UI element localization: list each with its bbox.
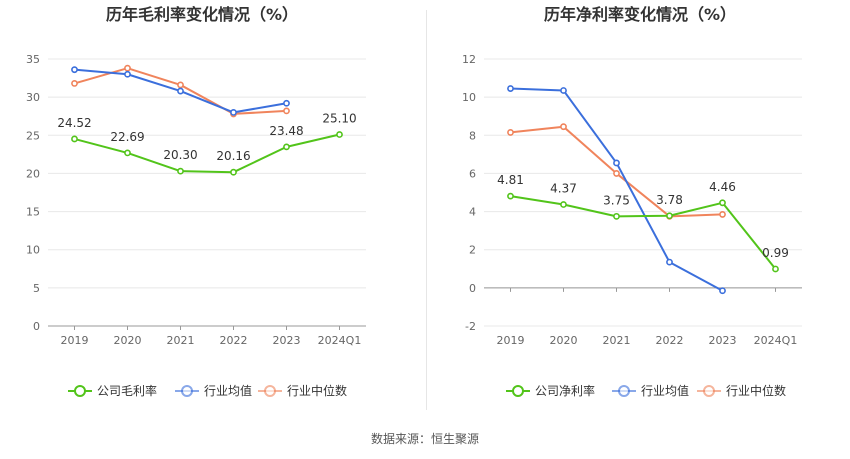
chart1-data-label: 22.69: [110, 130, 144, 144]
chart1-x-tick-label: 2023: [273, 334, 301, 347]
chart2-point-company: [719, 199, 726, 207]
source-note: 数据来源：恒生聚源: [370, 432, 479, 446]
chart1-point-industry_avg: [177, 87, 184, 95]
chart2-y-tick-label: 2: [469, 244, 476, 257]
chart1-legend-marker-industry_median: [264, 385, 276, 397]
chart2-legend-marker-industry_median: [703, 385, 715, 397]
chart2-data-label: 0.99: [762, 246, 789, 260]
chart2-legend-label-company: 公司净利率: [535, 383, 595, 398]
chart2-y-tick-label: 8: [469, 129, 476, 142]
chart2-point-industry_median: [613, 170, 620, 177]
chart1-point-industry_median: [177, 81, 184, 89]
chart1-y-tick-label: 30: [26, 91, 40, 104]
chart2-x-tick-label: 2021: [603, 334, 631, 347]
chart2-legend-marker-company: [512, 385, 524, 397]
chart2-y-tick-label: 6: [469, 167, 476, 180]
chart1-x-tick-label: 2021: [167, 334, 195, 347]
chart2-point-industry_median: [507, 129, 514, 136]
chart1-point-company: [336, 131, 343, 138]
chart2-title: 历年净利率变化情况（%）: [544, 5, 736, 24]
chart1-data-label: 20.16: [216, 149, 250, 163]
chart2-point-industry_avg: [560, 87, 567, 94]
chart2-y-tick-label: 0: [469, 282, 476, 295]
chart2-x-tick-label: 2023: [709, 334, 737, 347]
chart2-y-tick-label: 12: [462, 53, 476, 66]
chart1-data-label: 23.48: [269, 124, 303, 138]
chart1-data-label: 20.30: [163, 148, 197, 162]
chart1-point-company: [71, 135, 78, 143]
chart1-point-industry_median: [124, 64, 131, 72]
chart1-y-tick-label: 35: [26, 53, 40, 66]
chart2-y-tick-label: 4: [469, 206, 476, 219]
chart2-point-company: [613, 212, 620, 220]
chart1-y-tick-label: 20: [26, 167, 40, 180]
chart1-legend-label-industry_median: 行业中位数: [287, 383, 347, 398]
chart1-y-tick-label: 15: [26, 206, 40, 219]
chart2-x-tick-label: 2020: [550, 334, 578, 347]
chart2-x-tick-label: 2022: [656, 334, 684, 347]
chart2-y-tick-label: -2: [465, 320, 476, 333]
chart1-point-industry_avg: [283, 99, 290, 107]
chart2-legend-label-industry_median: 行业中位数: [726, 383, 786, 398]
chart2-point-industry_median: [560, 123, 567, 131]
panel-divider: [426, 10, 427, 410]
chart1-y-tick-label: 10: [26, 244, 40, 257]
chart1-data-label: 25.10: [322, 112, 356, 126]
chart2-legend-marker-industry_avg: [618, 385, 630, 397]
chart1-point-industry_avg: [230, 109, 237, 116]
chart1-point-industry_avg: [71, 66, 78, 74]
chart1-x-tick-label: 2024Q1: [318, 334, 362, 347]
chart2-x-tick-label: 2019: [497, 334, 525, 347]
chart1-legend-marker-company: [74, 385, 86, 397]
chart2-point-industry_avg: [613, 159, 620, 167]
chart1-point-company: [124, 149, 131, 157]
chart2-series-line-company: [510, 195, 777, 270]
chart1-point-company: [230, 168, 237, 176]
chart1-x-tick-label: 2020: [114, 334, 142, 347]
chart1-x-tick-label: 2019: [61, 334, 89, 347]
chart2-point-company: [772, 265, 779, 273]
chart2-y-tick-label: 10: [462, 91, 476, 104]
chart2-point-industry_avg: [666, 258, 673, 266]
chart2-data-label: 4.46: [709, 180, 736, 194]
chart2-x-tick-label: 2024Q1: [754, 334, 798, 347]
chart2-point-industry_avg: [507, 85, 514, 92]
chart2-point-company: [666, 212, 673, 220]
chart1-point-company: [283, 143, 290, 151]
chart2-data-label: 3.75: [603, 193, 630, 207]
chart2-series-line-industry_avg: [510, 87, 723, 292]
chart2-point-industry_median: [719, 211, 726, 218]
chart1-x-tick-label: 2022: [220, 334, 248, 347]
chart1-point-company: [177, 167, 184, 175]
chart1-point-industry_median: [71, 80, 78, 87]
chart1-legend-marker-industry_avg: [181, 385, 193, 397]
chart2-point-industry_avg: [719, 287, 726, 295]
chart1-legend-label-company: 公司毛利率: [97, 383, 157, 398]
chart1-title: 历年毛利率变化情况（%）: [106, 5, 298, 24]
chart1-data-label: 24.52: [57, 116, 91, 130]
chart2-data-label: 3.78: [656, 193, 683, 207]
chart1-point-industry_avg: [124, 70, 131, 78]
chart2-point-company: [507, 192, 514, 200]
chart2-legend-label-industry_avg: 行业均值: [641, 383, 689, 398]
chart1-y-tick-label: 5: [33, 282, 40, 295]
chart1-y-tick-label: 0: [33, 320, 40, 333]
chart2-data-label: 4.81: [497, 173, 524, 187]
chart1-series-line-company: [74, 133, 340, 174]
chart2-point-company: [560, 201, 567, 208]
chart2-data-label: 4.37: [550, 182, 577, 196]
chart1-point-industry_median: [283, 107, 290, 115]
chart1-legend-label-industry_avg: 行业均值: [204, 383, 252, 398]
chart1-y-tick-label: 25: [26, 129, 40, 142]
